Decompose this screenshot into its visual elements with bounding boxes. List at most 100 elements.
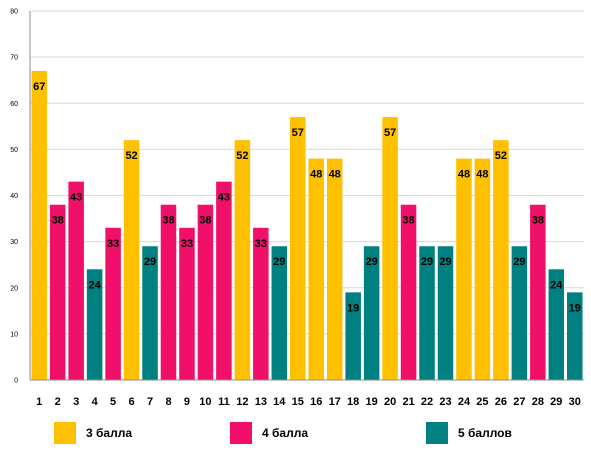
y-tick-label: 50 <box>10 147 18 154</box>
data-label: 38 <box>532 215 544 227</box>
data-label: 38 <box>162 215 174 227</box>
legend-label-3: 3 балла <box>86 426 133 440</box>
legend-item-4: 4 балла <box>230 422 308 444</box>
x-tick-label: 7 <box>147 396 153 408</box>
y-tick-label: 60 <box>10 101 18 108</box>
x-tick-label: 17 <box>329 396 341 408</box>
legend-label-5: 5 баллов <box>458 426 512 440</box>
bar <box>86 269 103 380</box>
x-tick-label: 30 <box>569 396 581 408</box>
y-tick-label: 40 <box>10 193 18 200</box>
x-tick-label: 5 <box>110 396 116 408</box>
data-label: 24 <box>89 279 102 291</box>
x-tick-label: 11 <box>218 396 230 408</box>
data-label: 29 <box>366 256 378 268</box>
y-tick-label: 20 <box>10 285 18 292</box>
bar <box>363 246 380 380</box>
axes <box>29 11 584 381</box>
bar <box>345 292 361 380</box>
data-label: 48 <box>458 169 470 181</box>
x-tick-label: 6 <box>129 396 135 408</box>
data-label: 48 <box>476 169 488 181</box>
bar <box>271 246 288 380</box>
bar <box>437 246 454 380</box>
x-tick-label: 1 <box>36 396 42 408</box>
data-label: 48 <box>310 169 322 181</box>
x-tick-label: 12 <box>236 396 248 408</box>
x-tick-label: 14 <box>273 396 286 408</box>
data-label: 29 <box>144 256 156 268</box>
data-label: 29 <box>513 256 525 268</box>
x-tick-label: 23 <box>439 396 451 408</box>
bar <box>290 117 306 380</box>
data-label: 57 <box>384 127 396 139</box>
data-label: 24 <box>550 279 563 291</box>
data-labels: 67 38 43 24 33 52 29 38 33 38 43 52 33 29 57 48 48 19 29 57… <box>33 81 581 314</box>
x-tick-label: 15 <box>292 396 304 408</box>
bar <box>308 158 324 380</box>
bar <box>548 269 565 380</box>
data-label: 43 <box>70 192 82 204</box>
x-tick-label: 4 <box>92 396 99 408</box>
data-label: 57 <box>292 127 304 139</box>
bar <box>456 158 472 380</box>
bar <box>160 204 177 380</box>
x-tick-label: 29 <box>550 396 562 408</box>
x-tick-label: 8 <box>165 396 171 408</box>
x-tick-label: 13 <box>255 396 267 408</box>
data-label: 38 <box>52 215 64 227</box>
bar <box>216 181 232 380</box>
bar <box>31 70 47 381</box>
data-label: 67 <box>33 81 45 93</box>
bar <box>474 158 491 380</box>
bars <box>31 70 583 381</box>
data-label: 48 <box>329 169 341 181</box>
bar <box>326 158 343 380</box>
y-tick-label: 80 <box>10 9 18 16</box>
data-label: 52 <box>125 150 137 162</box>
y-axis-ticks: 0 10 20 30 40 50 60 70 80 <box>10 9 18 385</box>
legend-item-5: 5 баллов <box>426 422 512 444</box>
data-label: 43 <box>218 192 230 204</box>
x-tick-label: 16 <box>310 396 322 408</box>
x-tick-label: 2 <box>55 396 61 408</box>
bar <box>511 246 528 380</box>
data-label: 33 <box>255 238 267 250</box>
x-tick-label: 18 <box>347 396 359 408</box>
legend-label-4: 4 балла <box>262 426 309 440</box>
bar <box>105 227 121 380</box>
y-tick-label: 30 <box>10 239 18 246</box>
bar <box>49 204 66 380</box>
x-tick-label: 20 <box>384 396 396 408</box>
x-axis-ticks: 1 2 3 4 5 6 7 8 9 10 11 12 13 14 15 16 17 18 19 20 21 22 23 24 2… <box>36 396 581 408</box>
legend-swatch-5 <box>426 422 448 444</box>
data-label: 29 <box>439 256 451 268</box>
data-label: 19 <box>347 302 359 314</box>
data-label: 29 <box>421 256 433 268</box>
x-tick-label: 27 <box>513 396 525 408</box>
bar <box>382 117 398 380</box>
bar <box>179 227 195 380</box>
x-tick-label: 28 <box>532 396 544 408</box>
bar <box>530 204 546 380</box>
data-label: 38 <box>402 215 414 227</box>
legend-swatch-3 <box>54 422 76 444</box>
x-tick-label: 10 <box>199 396 211 408</box>
data-label: 52 <box>495 150 507 162</box>
bar <box>234 140 251 380</box>
bar <box>493 140 509 380</box>
gridlines <box>30 10 584 335</box>
data-label: 19 <box>569 302 581 314</box>
bar <box>123 140 140 380</box>
bar <box>68 181 84 380</box>
bar <box>197 204 214 380</box>
x-tick-label: 19 <box>366 396 378 408</box>
data-label: 33 <box>181 238 193 250</box>
bar <box>419 246 435 380</box>
bar <box>253 227 269 380</box>
bar <box>567 292 583 380</box>
y-tick-label: 10 <box>10 331 18 338</box>
x-tick-label: 9 <box>184 396 190 408</box>
data-label: 52 <box>236 150 248 162</box>
bar <box>142 246 158 380</box>
